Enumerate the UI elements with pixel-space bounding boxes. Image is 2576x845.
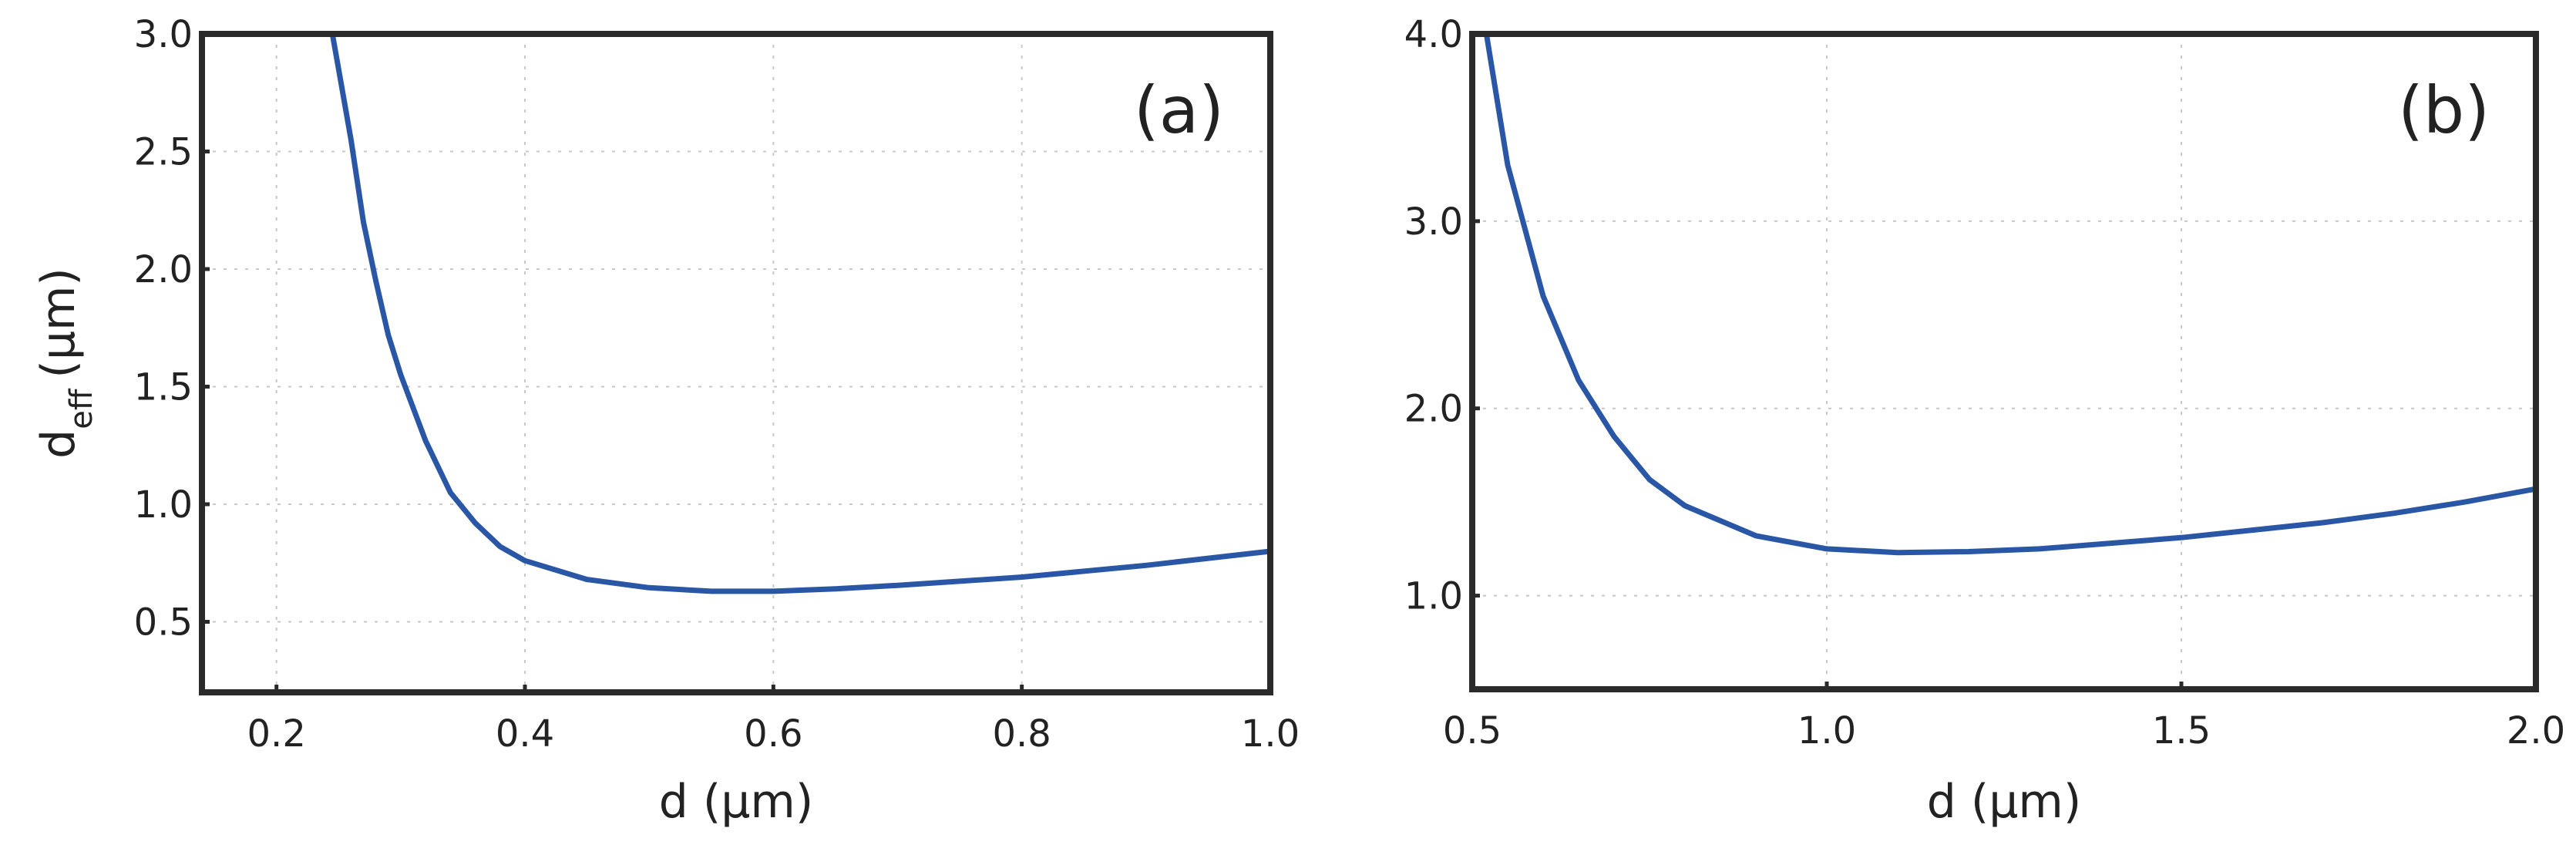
y-tick-label: 1.0 [134, 483, 193, 527]
x-tick-label: 0.4 [496, 712, 554, 756]
x-tick-label: 2.0 [2507, 709, 2565, 752]
x-tick-label: 0.5 [1443, 709, 1502, 752]
y-tick-label: 2.0 [134, 248, 193, 291]
panel-a: 0.2 0.4 0.6 0.8 1.0 0.5 1.0 1.5 2.0 2.5 3.0 (a) d … [32, 13, 1300, 829]
x-tick-label: 1.0 [1797, 709, 1856, 752]
panel-a-grid [202, 34, 1270, 692]
x-tick-label: 0.8 [993, 712, 1051, 756]
panel-a-plot-frame [199, 31, 1273, 695]
panel-b: 0.5 1.0 1.5 2.0 1.0 2.0 3.0 4.0 (b) d (μm) [1404, 13, 2566, 829]
panel-a-y-axis-title: deff (μm) [32, 268, 99, 459]
x-tick-label: 0.6 [744, 712, 802, 756]
panel-b-grid [1472, 34, 2536, 689]
y-tick-label: 4.0 [1404, 13, 1463, 56]
panel-b-plot-frame [1469, 31, 2539, 692]
panel-b-x-axis-title: d (μm) [1927, 775, 2082, 829]
y-tick-label: 2.0 [1404, 388, 1463, 431]
y-tick-label: 1.0 [1404, 575, 1463, 618]
panel-a-x-axis-title: d (μm) [659, 775, 814, 829]
y-tick-label: 2.5 [134, 131, 193, 174]
x-tick-label: 1.0 [1241, 712, 1300, 756]
y-tick-label: 3.0 [1404, 200, 1463, 244]
x-tick-label: 0.2 [247, 712, 306, 756]
panel-b-series-line [1483, 31, 2539, 556]
y-tick-label: 0.5 [134, 601, 193, 645]
y-tick-label: 1.5 [134, 366, 193, 409]
panel-b-label: (b) [2398, 72, 2490, 148]
y-tick-label: 3.0 [134, 13, 193, 56]
y-axis-title-main: d [32, 429, 86, 459]
panel-a-label: (a) [1134, 72, 1224, 148]
y-axis-title-subscript: eff [64, 388, 99, 429]
panel-a-ticks: 0.2 0.4 0.6 0.8 1.0 0.5 1.0 1.5 2.0 2.5 3.0 [134, 13, 1300, 756]
x-tick-label: 1.5 [2152, 709, 2211, 752]
panel-b-ticks: 0.5 1.0 1.5 2.0 1.0 2.0 3.0 4.0 [1404, 13, 2566, 752]
y-axis-title-unit: (μm) [32, 268, 86, 378]
panel-a-series-line [329, 31, 1273, 594]
